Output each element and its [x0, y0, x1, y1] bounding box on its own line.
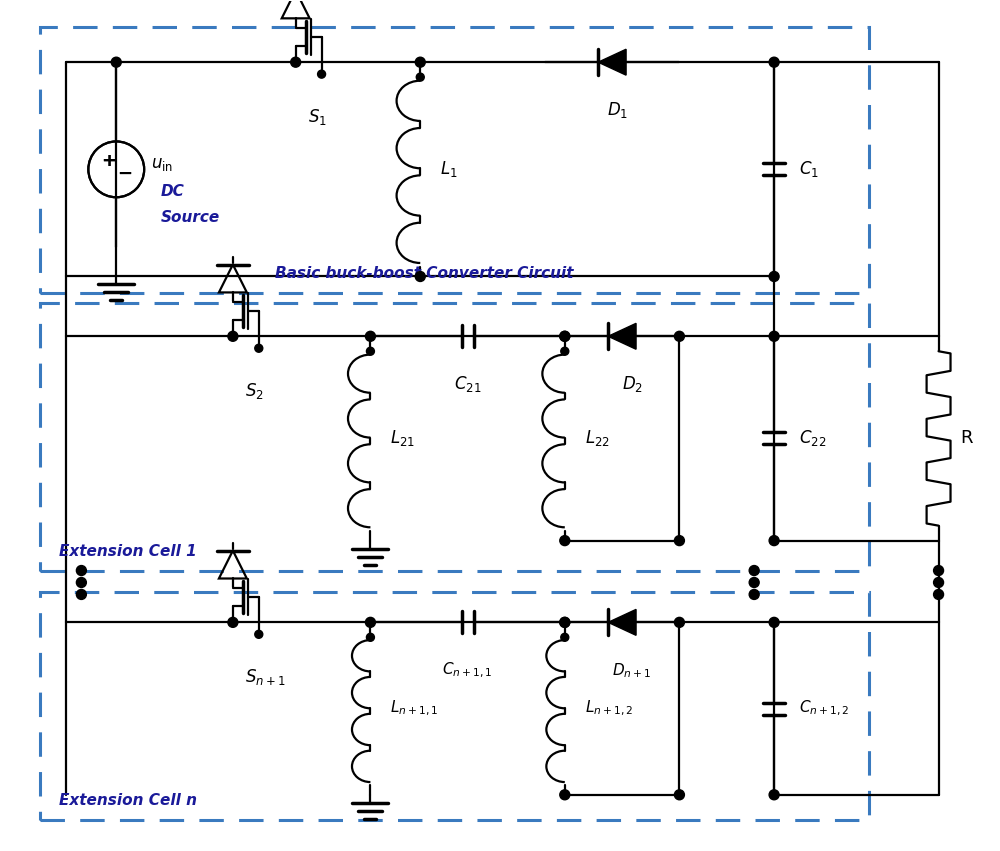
Circle shape: [111, 57, 121, 67]
Circle shape: [749, 578, 759, 587]
Text: DC: DC: [161, 184, 185, 199]
Circle shape: [255, 345, 263, 352]
Circle shape: [560, 535, 570, 545]
Text: $u_{\rm in}$: $u_{\rm in}$: [151, 156, 173, 174]
Text: $L_{n+1,1}$: $L_{n+1,1}$: [390, 699, 439, 718]
Text: $S_2$: $S_2$: [245, 381, 264, 401]
Circle shape: [365, 331, 375, 341]
Circle shape: [674, 535, 684, 545]
Text: $S_1$: $S_1$: [308, 107, 327, 127]
Text: $C_1$: $C_1$: [799, 159, 819, 180]
Circle shape: [561, 633, 569, 642]
Circle shape: [934, 578, 944, 587]
Circle shape: [76, 578, 86, 587]
Circle shape: [76, 590, 86, 599]
Polygon shape: [608, 323, 636, 349]
Text: $D_2$: $D_2$: [622, 374, 643, 394]
Text: $L_1$: $L_1$: [440, 159, 458, 180]
Circle shape: [255, 631, 263, 638]
Circle shape: [561, 347, 569, 355]
Circle shape: [560, 617, 570, 627]
Text: $C_{22}$: $C_{22}$: [799, 428, 826, 448]
Circle shape: [674, 790, 684, 800]
Text: $L_{21}$: $L_{21}$: [390, 428, 415, 448]
Text: $L_{n+1,2}$: $L_{n+1,2}$: [585, 699, 633, 718]
Text: +: +: [101, 152, 116, 170]
Text: $S_{n+1}$: $S_{n+1}$: [245, 667, 285, 687]
Text: $D_{n+1}$: $D_{n+1}$: [612, 661, 652, 680]
Text: Extension Cell n: Extension Cell n: [59, 793, 197, 808]
Text: Basic buck-boost Converter Circuit: Basic buck-boost Converter Circuit: [275, 266, 573, 282]
Circle shape: [749, 566, 759, 575]
Text: $L_{22}$: $L_{22}$: [585, 428, 610, 448]
Text: −: −: [117, 165, 132, 183]
Circle shape: [769, 57, 779, 67]
Text: $D_1$: $D_1$: [607, 100, 628, 120]
Circle shape: [769, 790, 779, 800]
Circle shape: [769, 535, 779, 545]
Circle shape: [934, 590, 944, 599]
Circle shape: [769, 331, 779, 341]
Circle shape: [415, 271, 425, 282]
Circle shape: [366, 347, 374, 355]
Circle shape: [318, 70, 326, 78]
Text: Source: Source: [161, 209, 220, 225]
Circle shape: [674, 617, 684, 627]
Circle shape: [560, 790, 570, 800]
Polygon shape: [598, 49, 626, 75]
Circle shape: [769, 271, 779, 282]
Circle shape: [76, 566, 86, 575]
Circle shape: [365, 617, 375, 627]
Text: $C_{n+1,2}$: $C_{n+1,2}$: [799, 699, 849, 718]
Circle shape: [366, 633, 374, 642]
Circle shape: [228, 617, 238, 627]
Text: +: +: [101, 152, 116, 170]
Circle shape: [560, 331, 570, 341]
Circle shape: [749, 590, 759, 599]
Text: Extension Cell 1: Extension Cell 1: [59, 544, 197, 558]
Text: $C_{n+1,1}$: $C_{n+1,1}$: [442, 660, 493, 680]
Circle shape: [291, 57, 301, 67]
Circle shape: [674, 331, 684, 341]
Circle shape: [415, 57, 425, 67]
Circle shape: [560, 617, 570, 627]
Text: $C_{21}$: $C_{21}$: [454, 374, 481, 394]
Circle shape: [228, 331, 238, 341]
Text: −: −: [117, 165, 132, 183]
Circle shape: [416, 73, 424, 81]
Text: R: R: [960, 430, 973, 448]
Circle shape: [934, 566, 944, 575]
Polygon shape: [608, 609, 636, 636]
Circle shape: [560, 331, 570, 341]
Circle shape: [769, 617, 779, 627]
